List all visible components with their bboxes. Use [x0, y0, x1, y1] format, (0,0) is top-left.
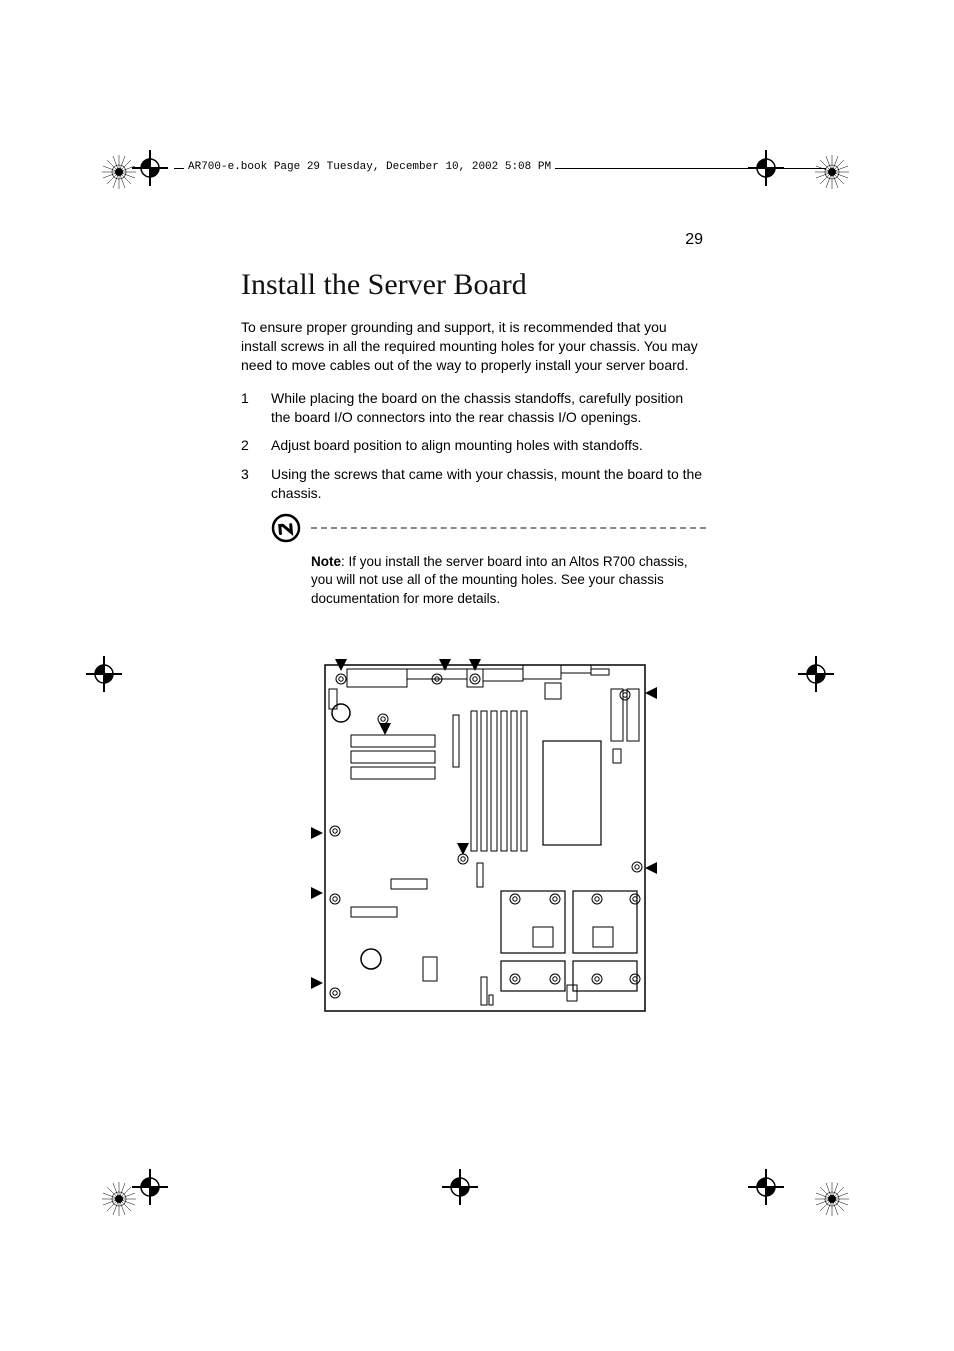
step-text: Adjust board position to align mounting …: [271, 436, 643, 455]
registration-crosshair: [130, 1167, 170, 1207]
page-content: Install the Server Board To ensure prope…: [241, 268, 706, 608]
step-text: While placing the board on the chassis s…: [271, 389, 706, 427]
note-icon: [271, 513, 301, 543]
step-number: 3: [241, 465, 271, 503]
page-number: 29: [685, 231, 703, 249]
note-body: : If you install the server board into a…: [311, 554, 688, 605]
step-item: 3 Using the screws that came with your c…: [241, 465, 706, 503]
intro-paragraph: To ensure proper grounding and support, …: [241, 318, 706, 375]
registration-crosshair: [796, 654, 836, 694]
note-dashes: [311, 527, 706, 529]
server-board-diagram: [305, 653, 665, 1013]
step-item: 1 While placing the board on the chassis…: [241, 389, 706, 427]
step-number: 2: [241, 436, 271, 455]
running-head: AR700-e.book Page 29 Tuesday, December 1…: [184, 161, 555, 173]
note-label: Note: [311, 554, 341, 569]
step-text: Using the screws that came with your cha…: [271, 465, 706, 503]
note-text: Note: If you install the server board in…: [311, 553, 706, 608]
steps-list: 1 While placing the board on the chassis…: [241, 389, 706, 503]
step-number: 1: [241, 389, 271, 427]
registration-crosshair: [84, 654, 124, 694]
registration-sunburst: [815, 155, 849, 189]
note-divider-row: [271, 513, 706, 543]
registration-crosshair: [130, 148, 170, 188]
registration-crosshair: [440, 1167, 480, 1207]
page-title: Install the Server Board: [241, 268, 706, 302]
registration-sunburst: [815, 1182, 849, 1216]
step-item: 2 Adjust board position to align mountin…: [241, 436, 706, 455]
registration-crosshair: [746, 1167, 786, 1207]
